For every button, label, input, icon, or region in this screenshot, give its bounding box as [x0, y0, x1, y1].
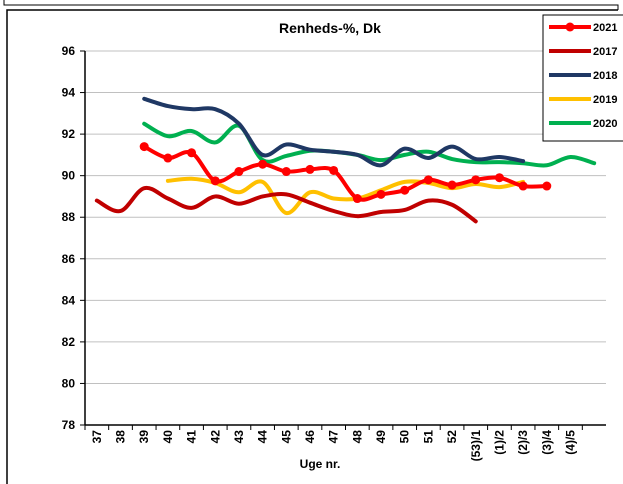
series-marker — [423, 175, 433, 185]
x-tick-label: 52 — [445, 430, 459, 444]
series-marker — [187, 148, 197, 158]
y-tick-label: 90 — [62, 169, 76, 183]
y-tick-label: 86 — [62, 252, 76, 266]
series-line — [94, 185, 478, 224]
series-marker — [471, 175, 481, 185]
series-line — [142, 96, 526, 168]
series-marker — [376, 189, 386, 199]
y-tick-label: 92 — [62, 127, 76, 141]
y-tick-label: 84 — [62, 293, 76, 307]
series-marker — [494, 173, 504, 183]
legend-marker — [565, 22, 575, 32]
frame-top — [3, 0, 619, 10]
y-tick-label: 80 — [62, 376, 76, 390]
series-marker — [447, 180, 457, 190]
series-marker — [518, 181, 528, 191]
series-marker — [329, 165, 339, 175]
series-marker — [352, 194, 362, 204]
x-tick-label: 39 — [137, 430, 151, 444]
legend-label: 2018 — [593, 70, 617, 82]
x-tick-label: 38 — [114, 430, 128, 444]
y-tick-label: 96 — [62, 44, 76, 58]
legend-label: 2021 — [593, 22, 617, 34]
legend-label: 2020 — [593, 118, 617, 130]
x-tick-label: 40 — [161, 430, 175, 444]
x-tick-label: 45 — [279, 430, 293, 444]
series-marker — [210, 176, 220, 186]
x-tick-label: 44 — [256, 430, 270, 444]
x-tick-label: 47 — [327, 430, 341, 444]
x-tick-label: (4)/5 — [563, 430, 577, 455]
x-tick-label: 51 — [421, 430, 435, 444]
chart-title: Renheds-%, Dk — [279, 20, 381, 36]
series-marker — [281, 167, 291, 177]
legend-label: 2017 — [593, 46, 617, 58]
x-tick-label: 41 — [185, 430, 199, 444]
x-tick-label: (3)/4 — [540, 430, 554, 455]
legend-label: 2019 — [593, 94, 617, 106]
y-tick-label: 78 — [62, 418, 76, 432]
series-marker — [258, 159, 268, 169]
frame — [6, 9, 618, 484]
y-tick-label: 88 — [62, 210, 76, 224]
x-tick-label: (2)/3 — [516, 430, 530, 455]
x-tick-label: 37 — [90, 430, 104, 444]
x-tick-label: 42 — [208, 430, 222, 444]
series-line — [165, 176, 526, 216]
y-tick-label: 82 — [62, 335, 76, 349]
series-marker — [542, 181, 552, 191]
series-marker — [163, 153, 173, 163]
series-line — [142, 121, 597, 168]
x-tick-label: 43 — [232, 430, 246, 444]
x-axis-label: Uge nr. — [300, 457, 341, 471]
series-marker — [305, 164, 315, 174]
x-tick-label: 46 — [303, 430, 317, 444]
legend-box — [542, 14, 623, 142]
series-marker — [139, 142, 149, 152]
series-marker — [234, 167, 244, 177]
series-marker — [400, 185, 410, 195]
y-tick-label: 94 — [62, 86, 76, 100]
x-tick-label: 49 — [374, 430, 388, 444]
x-tick-label: 48 — [350, 430, 364, 444]
x-tick-label: 50 — [398, 430, 412, 444]
x-tick-label: (53)/1 — [469, 430, 483, 462]
x-tick-label: (1)/2 — [492, 430, 506, 455]
